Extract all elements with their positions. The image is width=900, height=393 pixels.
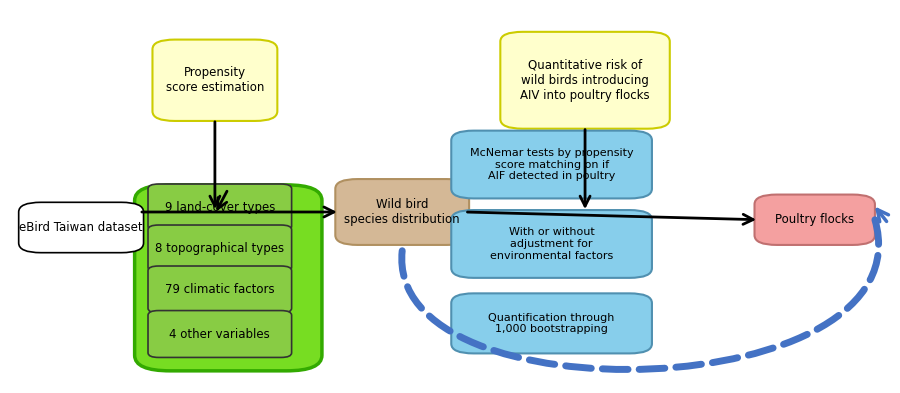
FancyBboxPatch shape — [451, 293, 652, 353]
Text: Propensity
score estimation: Propensity score estimation — [166, 66, 264, 94]
Text: McNemar tests by propensity
score matching on if
AIF detected in poultry: McNemar tests by propensity score matchi… — [470, 148, 634, 181]
FancyBboxPatch shape — [148, 184, 292, 231]
Text: eBird Taiwan dataset: eBird Taiwan dataset — [19, 221, 143, 234]
FancyBboxPatch shape — [152, 40, 277, 121]
FancyBboxPatch shape — [754, 195, 875, 245]
FancyBboxPatch shape — [451, 130, 652, 198]
FancyBboxPatch shape — [500, 32, 670, 129]
FancyBboxPatch shape — [451, 210, 652, 278]
Text: 4 other variables: 4 other variables — [169, 327, 270, 340]
FancyBboxPatch shape — [148, 310, 292, 358]
FancyBboxPatch shape — [148, 225, 292, 272]
FancyBboxPatch shape — [135, 185, 322, 371]
Text: Quantitative risk of
wild birds introducing
AIV into poultry flocks: Quantitative risk of wild birds introduc… — [520, 59, 650, 102]
Text: 8 topographical types: 8 topographical types — [155, 242, 284, 255]
FancyBboxPatch shape — [336, 179, 469, 245]
Text: 79 climatic factors: 79 climatic factors — [165, 283, 274, 296]
FancyBboxPatch shape — [19, 202, 144, 253]
FancyBboxPatch shape — [148, 266, 292, 313]
Text: Wild bird
species distribution: Wild bird species distribution — [345, 198, 460, 226]
Text: Quantification through
1,000 bootstrapping: Quantification through 1,000 bootstrappi… — [489, 312, 615, 334]
Text: With or without
adjustment for
environmental factors: With or without adjustment for environme… — [490, 228, 613, 261]
Text: 9 land-cover types: 9 land-cover types — [165, 201, 275, 214]
Text: Poultry flocks: Poultry flocks — [775, 213, 854, 226]
